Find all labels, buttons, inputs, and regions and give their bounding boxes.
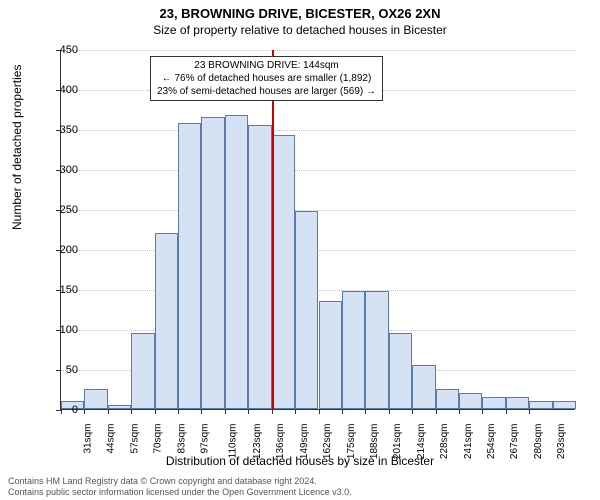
xtick bbox=[131, 409, 132, 414]
xtick-label: 136sqm bbox=[275, 424, 286, 460]
xtick bbox=[365, 409, 366, 414]
histogram-bar bbox=[529, 401, 552, 409]
histogram-bar bbox=[342, 291, 365, 409]
gridline bbox=[61, 50, 576, 51]
xtick bbox=[412, 409, 413, 414]
ytick-label: 50 bbox=[38, 364, 78, 376]
histogram-bar bbox=[389, 333, 412, 409]
xtick bbox=[272, 409, 273, 414]
xtick-label: 188sqm bbox=[369, 424, 380, 460]
histogram-bar bbox=[155, 233, 178, 409]
chart-area: 23 BROWNING DRIVE: 144sqm ← 76% of detac… bbox=[60, 50, 575, 410]
xtick-label: 97sqm bbox=[200, 424, 211, 454]
histogram-bar bbox=[108, 405, 131, 409]
histogram-bar bbox=[412, 365, 435, 409]
xtick bbox=[155, 409, 156, 414]
xtick-label: 110sqm bbox=[228, 424, 239, 459]
xtick bbox=[459, 409, 460, 414]
histogram-bar bbox=[272, 135, 295, 409]
ytick-label: 200 bbox=[38, 244, 78, 256]
gridline bbox=[61, 130, 576, 131]
annotation-box: 23 BROWNING DRIVE: 144sqm ← 76% of detac… bbox=[150, 56, 383, 101]
histogram-bar bbox=[295, 211, 318, 409]
histogram-bar bbox=[319, 301, 342, 409]
ytick-label: 450 bbox=[38, 44, 78, 56]
footer-line1: Contains HM Land Registry data © Crown c… bbox=[8, 476, 352, 487]
xtick-label: 57sqm bbox=[129, 424, 140, 454]
histogram-bar bbox=[131, 333, 154, 409]
xtick-label: 31sqm bbox=[83, 424, 94, 454]
xtick bbox=[225, 409, 226, 414]
ytick-label: 350 bbox=[38, 124, 78, 136]
plot-region bbox=[60, 50, 575, 410]
xtick-label: 175sqm bbox=[346, 424, 357, 460]
ytick-label: 300 bbox=[38, 164, 78, 176]
histogram-bar bbox=[506, 397, 529, 409]
xtick bbox=[529, 409, 530, 414]
histogram-bar bbox=[84, 389, 107, 409]
annotation-line1: 23 BROWNING DRIVE: 144sqm bbox=[157, 59, 376, 72]
ytick-label: 250 bbox=[38, 204, 78, 216]
xtick-label: 293sqm bbox=[556, 424, 567, 460]
ytick-label: 150 bbox=[38, 284, 78, 296]
ytick-label: 100 bbox=[38, 324, 78, 336]
xtick bbox=[389, 409, 390, 414]
footer: Contains HM Land Registry data © Crown c… bbox=[8, 476, 352, 498]
xtick-label: 241sqm bbox=[463, 424, 474, 460]
xtick-label: 201sqm bbox=[392, 424, 403, 460]
xtick bbox=[108, 409, 109, 414]
histogram-bar bbox=[459, 393, 482, 409]
histogram-bar bbox=[248, 125, 271, 409]
annotation-line2: ← 76% of detached houses are smaller (1,… bbox=[157, 72, 376, 85]
xtick bbox=[319, 409, 320, 414]
gridline bbox=[61, 250, 576, 251]
xtick-label: 83sqm bbox=[176, 424, 187, 454]
xtick-label: 214sqm bbox=[416, 424, 427, 460]
xtick-label: 44sqm bbox=[106, 424, 117, 454]
xtick-label: 280sqm bbox=[533, 424, 544, 460]
xtick bbox=[248, 409, 249, 414]
xtick bbox=[342, 409, 343, 414]
xtick-label: 162sqm bbox=[322, 424, 333, 460]
xtick-label: 123sqm bbox=[252, 424, 263, 460]
xtick bbox=[295, 409, 296, 414]
histogram-bar bbox=[553, 401, 576, 409]
histogram-bar bbox=[201, 117, 224, 409]
gridline bbox=[61, 210, 576, 211]
histogram-bar bbox=[365, 291, 388, 409]
chart-title: 23, BROWNING DRIVE, BICESTER, OX26 2XN bbox=[0, 0, 600, 21]
gridline bbox=[61, 290, 576, 291]
xtick-label: 228sqm bbox=[439, 424, 450, 460]
chart-subtitle: Size of property relative to detached ho… bbox=[0, 21, 600, 37]
y-axis-label: Number of detached properties bbox=[10, 65, 24, 230]
gridline bbox=[61, 170, 576, 171]
histogram-bar bbox=[178, 123, 201, 409]
histogram-bar bbox=[225, 115, 248, 409]
xtick-label: 254sqm bbox=[486, 424, 497, 460]
xtick bbox=[436, 409, 437, 414]
xtick bbox=[201, 409, 202, 414]
annotation-line3: 23% of semi-detached houses are larger (… bbox=[157, 85, 376, 98]
xtick-label: 70sqm bbox=[153, 424, 164, 454]
histogram-bar bbox=[482, 397, 505, 409]
xtick bbox=[178, 409, 179, 414]
ytick-label: 400 bbox=[38, 84, 78, 96]
xtick bbox=[506, 409, 507, 414]
histogram-bar bbox=[436, 389, 459, 409]
marker-line bbox=[272, 50, 274, 409]
xtick-label: 267sqm bbox=[509, 424, 520, 460]
xtick bbox=[482, 409, 483, 414]
chart-container: 23, BROWNING DRIVE, BICESTER, OX26 2XN S… bbox=[0, 0, 600, 500]
ytick-label: 0 bbox=[38, 404, 78, 416]
xtick-label: 149sqm bbox=[299, 424, 310, 460]
xtick bbox=[84, 409, 85, 414]
footer-line2: Contains public sector information licen… bbox=[8, 487, 352, 498]
